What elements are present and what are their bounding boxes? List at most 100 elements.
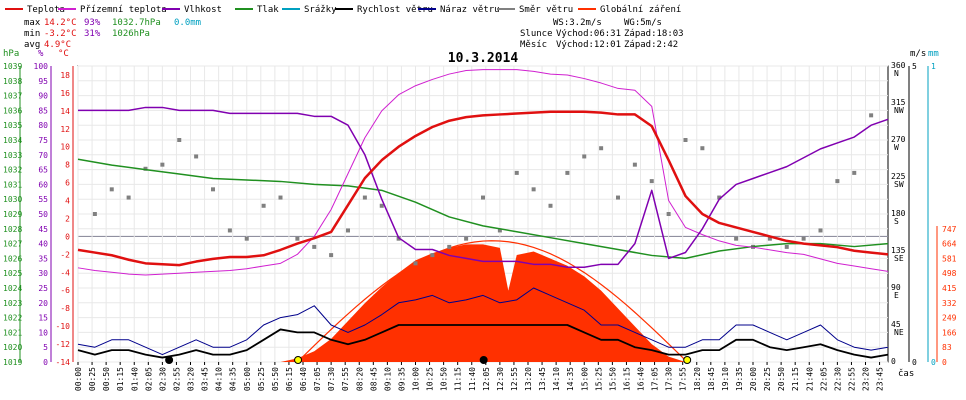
wind-dir-point [413,261,418,266]
stat-max-pres: 1032.7hPa [112,18,161,28]
x-tick-label: 00:25 [88,367,97,391]
stat-max-rain: 0.0mm [174,18,201,28]
series-wind-speed [77,324,889,359]
y-tick-pct: 60 [38,180,48,189]
sun-moon-markers [165,356,692,364]
y-tick-dir: 180 [891,209,906,218]
wind-dir-point [346,228,350,233]
y-tick-hpa: 1021 [3,328,22,337]
wind-dir-point [514,170,519,175]
y-tick-dir: 225 [891,172,906,181]
legend-label: Teplota [27,5,65,15]
y-tick-rad: 498 [942,269,957,278]
x-tick-label: 18:45 [707,367,716,391]
y-tick-pct: 55 [38,195,48,204]
y-tick-rad: 664 [942,240,957,249]
x-tick-label: 05:00 [243,367,252,391]
y-tick-dir-name: NE [894,328,904,337]
y-tick-dir-name: E [894,291,899,300]
y-tick-rad: 0 [942,358,947,367]
y-tick-c: 14 [60,107,70,116]
marker-sunrise [294,356,303,364]
y-tick-hpa: 1024 [3,284,22,293]
y-tick-pct: 25 [38,284,48,293]
y-tick-dir-name: NW [894,106,904,115]
y-tick-pct: 0 [43,358,48,367]
wind-dir-point [700,146,705,151]
x-tick-label: 10:25 [426,367,435,391]
y-tick-hpa: 1036 [3,106,22,115]
wind-dir-point [278,195,283,200]
y-tick-hpa: 1028 [3,225,22,234]
sun-rise: Východ:06:31 [556,29,621,39]
x-tick-label: 02:55 [172,367,181,391]
axis-unit-c: °C [58,49,69,59]
stat-avg-temp: 4.9°C [44,40,71,50]
legend-label: Směr větru [519,5,573,15]
x-tick-label: 09:35 [397,367,406,391]
y-tick-hpa: 1026 [3,254,22,263]
wind-dir-point [818,228,823,233]
x-tick-label: 16:15 [622,367,631,391]
sun-label: Slunce [520,29,553,39]
wind-dir-point [616,195,620,200]
y-tick-hpa: 1022 [3,314,22,323]
moon-label: Měsíc [520,40,547,50]
wind-dir-point [211,187,215,192]
y-tick-hpa: 1035 [3,121,22,130]
y-tick-dir-name: SW [894,180,904,189]
x-tick-label: 20:50 [777,367,786,391]
marker-moon-rise [479,356,488,364]
x-tick-label: 17:30 [665,367,674,391]
wind-dir-point [244,236,249,241]
y-tick-hpa: 1019 [3,358,22,367]
wind-dir-point [295,236,300,241]
marker-sunset [683,356,692,364]
x-tick-label: 02:30 [158,367,167,391]
wind-dir-point [869,113,874,118]
moon-rise: Východ:12:01 [556,40,621,50]
y-tick-mm: 0 [931,358,936,367]
wind-dir-point [143,166,148,171]
x-tick-label: 05:25 [257,367,266,391]
x-axis-unit: čas [898,368,914,379]
chart-title: 10.3.2014 [448,51,519,66]
y-tick-c: -4 [60,268,70,277]
x-tick-label: 04:10 [215,367,224,391]
wind-dir-point [109,187,114,192]
y-tick-pct: 40 [38,240,48,249]
y-tick-pct: 5 [43,343,48,352]
y-tick-pct: 45 [38,225,48,234]
x-tick-label: 12:55 [510,367,519,391]
y-tick-pct: 70 [38,151,48,160]
axis-unit-hpa: hPa [3,49,19,59]
x-tick-label: 11:15 [454,367,463,391]
wind-dir-point [632,162,637,167]
x-tick-label: 11:40 [468,367,477,391]
x-tick-label: 08:20 [355,367,364,391]
x-tick-label: 13:20 [524,367,533,391]
wind-dir-point [312,244,317,249]
y-tick-pct: 20 [38,299,48,308]
y-tick-c: 2 [65,214,70,223]
wind-dir-point [481,195,485,200]
stat-avg-label: avg [24,40,40,50]
y-tick-rad: 747 [942,225,957,234]
x-tick-label: 20:00 [749,367,758,391]
wind-dir-point [92,212,97,216]
y-tick-c: -8 [60,304,70,313]
wind-dir-point [666,212,671,216]
x-tick-label: 03:20 [187,367,196,391]
x-tick-label: 18:20 [693,367,702,391]
y-tick-hpa: 1037 [3,92,22,101]
wind-dir-point [801,236,806,241]
series-temperature [77,110,889,267]
wind-dir-point [717,195,722,200]
x-tick-label: 14:10 [552,367,561,391]
legend-label: Vlhkost [184,5,222,15]
stat-min-pres: 1026hPa [112,29,150,39]
x-tick-label: 09:10 [383,367,392,391]
wind-dir-point [362,195,367,200]
y-tick-pct: 50 [38,210,48,219]
